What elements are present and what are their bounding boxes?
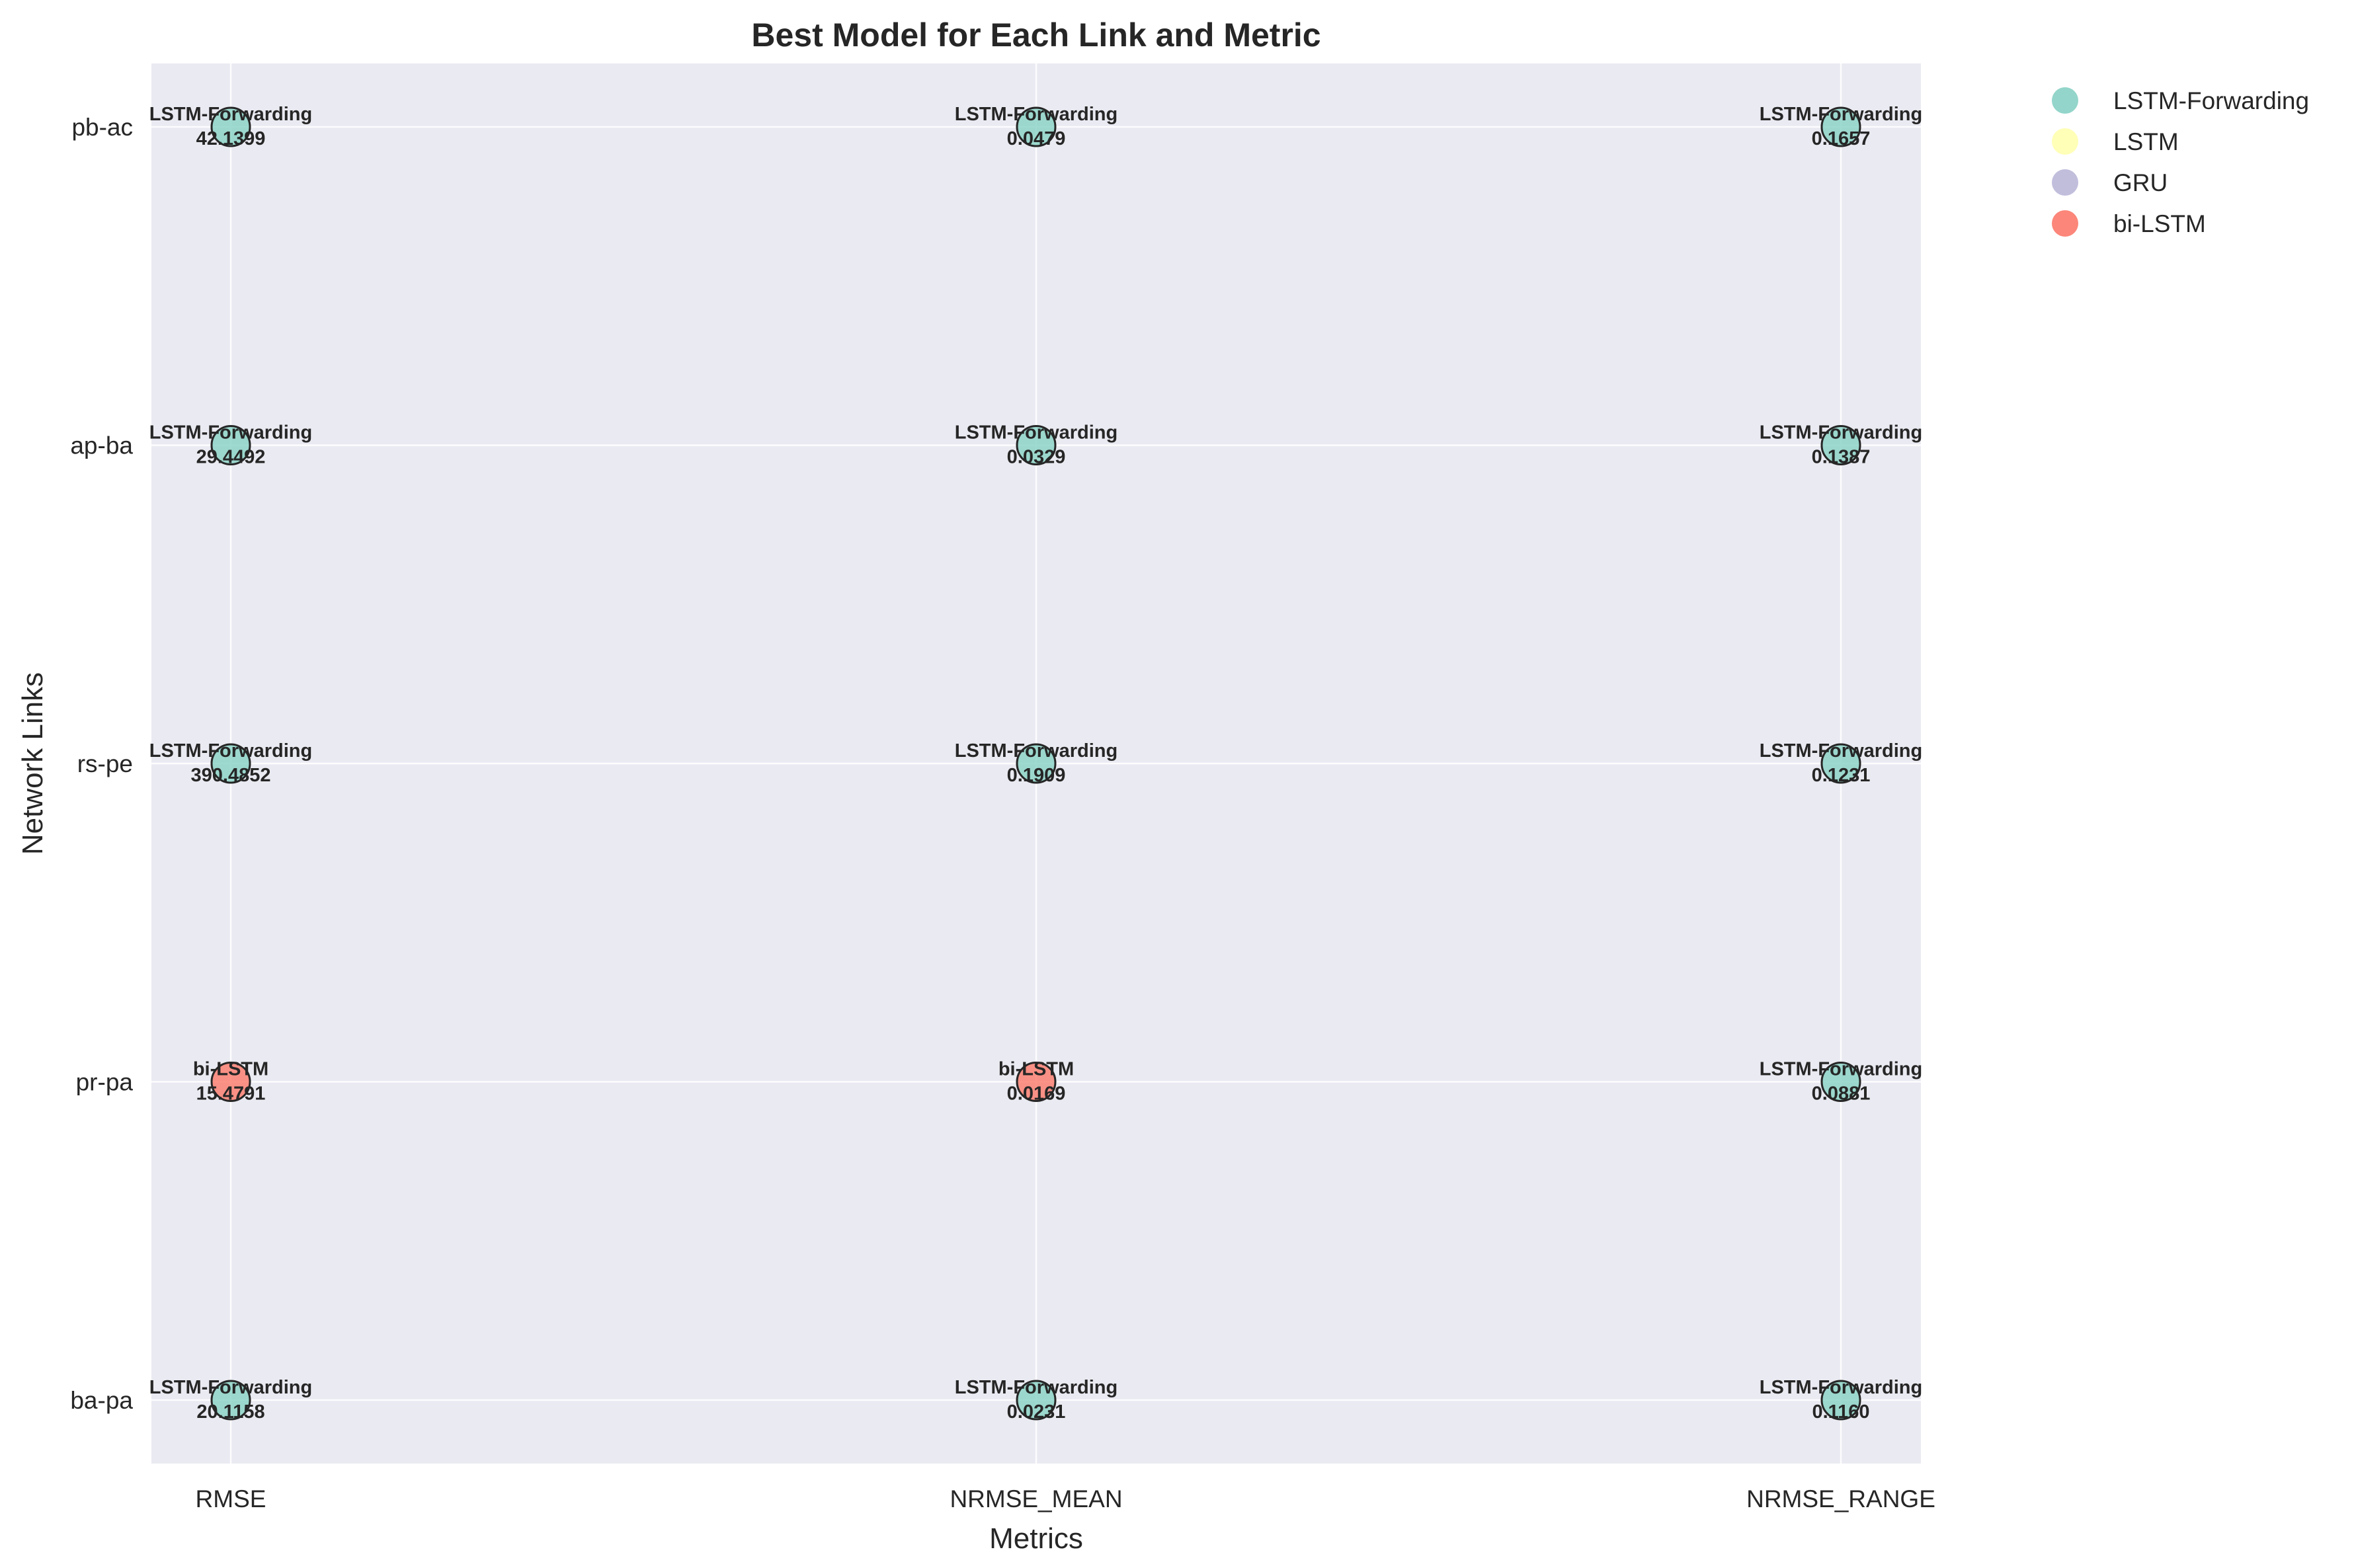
data-point — [210, 425, 251, 465]
data-point — [1016, 106, 1057, 147]
x-tick-label: RMSE — [196, 1485, 266, 1512]
data-point — [1820, 106, 1861, 147]
point-model-label: LSTM-Forwarding — [149, 422, 312, 444]
point-model-label: LSTM-Forwarding — [955, 1377, 1117, 1398]
y-tick-label: pb-ac — [71, 114, 133, 141]
ticks: RMSE NRMSE_MEAN NRMSE_RANGE ba-pa pr-pa rs-pe… — [70, 114, 1935, 1512]
legend-entry: LSTM-Forwarding — [2113, 87, 2309, 114]
x-axis-label: Metrics — [989, 1522, 1083, 1555]
point-model-label: LSTM-Forwarding — [955, 104, 1117, 125]
point-value-label: 390.4852 — [191, 765, 271, 786]
point-model-label: LSTM-Forwarding — [1760, 422, 1922, 444]
y-tick-label: pr-pa — [76, 1069, 134, 1096]
point-value-label: 29.4492 — [196, 447, 266, 468]
data-point — [1016, 1380, 1057, 1421]
point-model-label: LSTM-Forwarding — [955, 740, 1117, 762]
data-points: LSTM-Forwarding 42.1399 LSTM-Forwarding 0.0… — [149, 104, 1922, 1423]
data-point — [1016, 1062, 1057, 1102]
point-value-label: 42.1399 — [196, 128, 266, 149]
point-value-label: 0.0231 — [1007, 1401, 1066, 1423]
data-point — [1820, 743, 1861, 784]
x-tick-label: NRMSE_MEAN — [950, 1485, 1122, 1512]
point-model-label: bi-LSTM — [193, 1059, 268, 1080]
y-tick-label: ba-pa — [70, 1387, 133, 1414]
point-model-label: LSTM-Forwarding — [955, 422, 1117, 444]
point-value-label: 0.0329 — [1007, 447, 1066, 468]
legend: LSTM-Forwarding LSTM GRU bi-LSTM — [2052, 87, 2309, 237]
legend-entry: GRU — [2113, 169, 2168, 196]
point-value-label: 0.1909 — [1007, 765, 1066, 786]
legend-marker — [2052, 169, 2078, 196]
y-tick-label: ap-ba — [70, 432, 133, 459]
data-point — [1820, 1062, 1861, 1102]
point-value-label: 0.0479 — [1007, 128, 1066, 149]
y-axis-label: Network Links — [17, 672, 49, 855]
point-value-label: 0.0169 — [1007, 1083, 1066, 1105]
y-tick-label: rs-pe — [77, 750, 133, 777]
legend-marker — [2052, 210, 2078, 237]
point-value-label: 0.1387 — [1812, 447, 1871, 468]
data-point — [210, 1062, 251, 1102]
point-model-label: LSTM-Forwarding — [1760, 104, 1922, 125]
legend-marker — [2052, 87, 2078, 114]
data-point — [1820, 425, 1861, 465]
point-model-label: LSTM-Forwarding — [149, 104, 312, 125]
point-value-label: 0.1231 — [1812, 765, 1871, 786]
legend-entry: bi-LSTM — [2113, 210, 2206, 237]
point-model-label: bi-LSTM — [998, 1059, 1074, 1080]
point-model-label: LSTM-Forwarding — [1760, 740, 1922, 762]
point-model-label: LSTM-Forwarding — [149, 740, 312, 762]
point-value-label: 20.1158 — [196, 1401, 264, 1423]
data-point — [210, 1380, 251, 1421]
point-value-label: 15.4791 — [196, 1083, 266, 1105]
legend-marker — [2052, 128, 2078, 155]
data-point — [210, 106, 251, 147]
point-value-label: 0.1160 — [1812, 1401, 1869, 1423]
data-point — [1820, 1380, 1861, 1421]
x-tick-label: NRMSE_RANGE — [1746, 1485, 1935, 1512]
legend-entry: LSTM — [2113, 128, 2179, 155]
point-value-label: 0.0881 — [1812, 1083, 1871, 1105]
point-model-label: LSTM-Forwarding — [1760, 1059, 1922, 1080]
point-value-label: 0.1657 — [1812, 128, 1871, 149]
chart-title: Best Model for Each Link and Metric — [751, 17, 1320, 54]
data-point — [210, 743, 251, 784]
point-model-label: LSTM-Forwarding — [149, 1377, 312, 1398]
data-point — [1016, 425, 1057, 465]
data-point — [1016, 743, 1057, 784]
point-model-label: LSTM-Forwarding — [1760, 1377, 1922, 1398]
